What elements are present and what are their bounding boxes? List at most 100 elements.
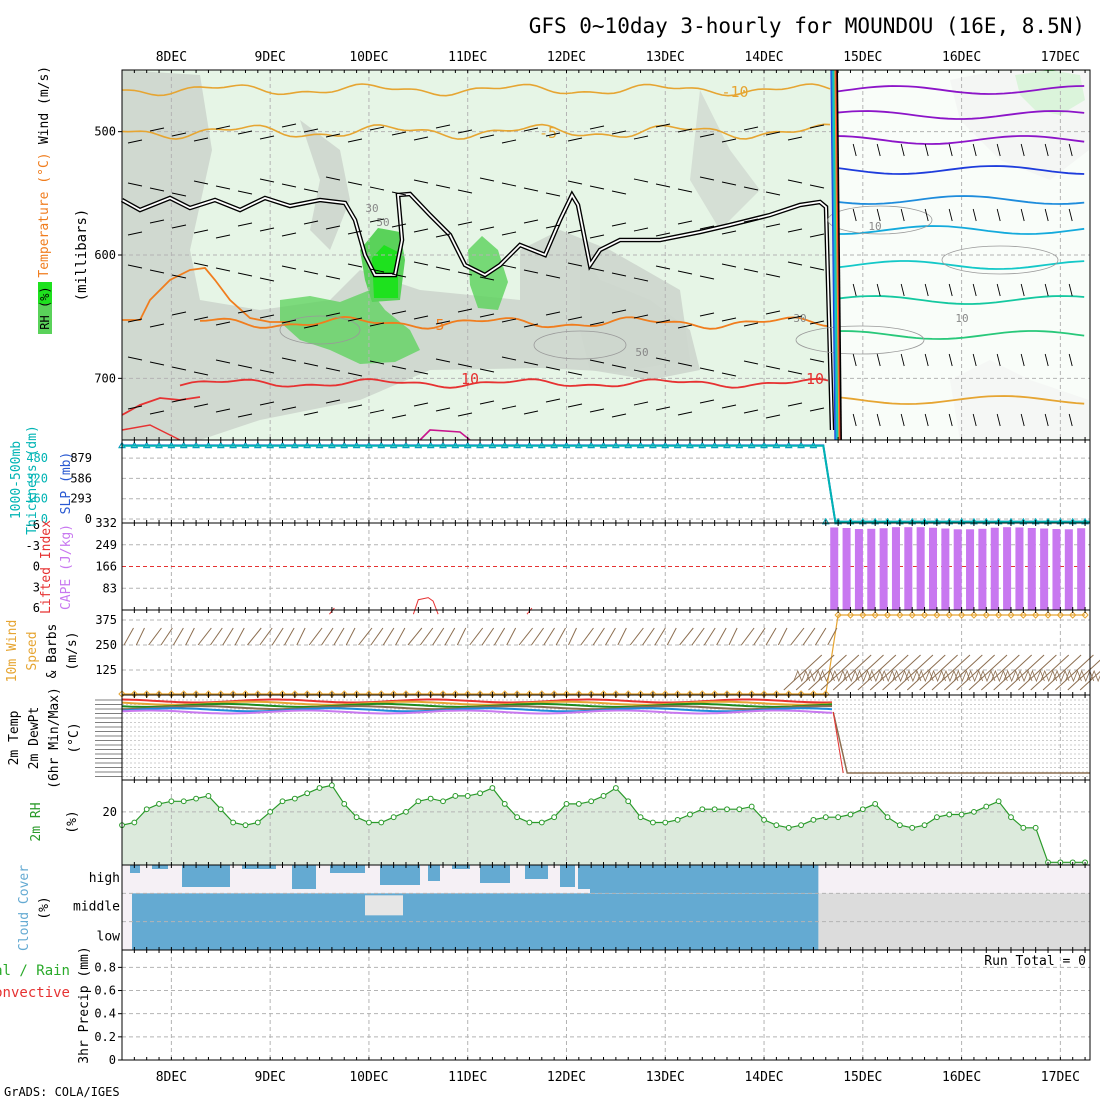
cloud-high-bar (330, 865, 365, 873)
rh2m-point (205, 793, 212, 799)
wind-barb (308, 627, 323, 646)
wind-barb (783, 654, 823, 691)
wind-barb (347, 317, 363, 322)
isotherm-spike (832, 69, 838, 441)
series-marker (229, 441, 237, 449)
cloud-high-bar (152, 865, 168, 869)
cloud-high-bar (578, 865, 590, 889)
precip-panel: 0 0.2 0.4 0.6 0.8 Run Total = 0 (94, 949, 1091, 1067)
rh-bright-area (372, 245, 398, 298)
wind-barb (655, 123, 671, 128)
rh2m-point (477, 790, 483, 797)
series-marker (179, 441, 188, 449)
rh2m-point (971, 808, 977, 815)
wind-barb (765, 414, 781, 419)
wind-barb (531, 627, 544, 646)
wind-barb (948, 143, 953, 157)
wind-barb (655, 406, 671, 411)
series-marker (352, 441, 361, 449)
day-label-bottom: 14DEC (744, 1070, 783, 1085)
wind10m-frame (121, 609, 1091, 696)
wind-barb (303, 324, 319, 329)
wind-barb (876, 143, 881, 157)
rh2m-point (1008, 814, 1014, 821)
wind-barb (545, 366, 561, 371)
wind-barb (753, 627, 766, 646)
wind-barb (699, 275, 715, 280)
wind-barb (391, 273, 407, 278)
temp2m-panel (95, 694, 1091, 781)
lifted-index-label: Lifted Index (39, 520, 54, 614)
contour-label: 30 (365, 202, 378, 215)
precip-tick-label: 0.8 (94, 960, 116, 974)
wind10-label-1: 10m Wind (5, 620, 20, 683)
wind-tick-label: 125 (95, 663, 117, 677)
wind-barb-flags (1065, 669, 1082, 683)
wind-barb (629, 627, 644, 646)
wind-barb (303, 411, 319, 416)
wind-barb (215, 359, 231, 364)
wind-barb (654, 627, 666, 646)
cloud-high-bar (452, 865, 470, 869)
thickness-slp-panel: 0 0 160 293 320 586 480 879 (26, 439, 1091, 526)
wind-barb (193, 262, 209, 267)
rh2m-point (687, 811, 693, 818)
precip-tick-label: 0.4 (94, 1007, 116, 1021)
wind-barb (127, 231, 143, 236)
cape-tick-label: 83 (103, 581, 117, 595)
temp-contour-20 (419, 429, 471, 441)
wind-barb (413, 228, 429, 233)
day-label-bottom: 15DEC (843, 1070, 882, 1085)
rh-contour (941, 245, 1059, 275)
isotherm-right (836, 110, 1085, 120)
precip-tick-label: 0.6 (94, 984, 116, 998)
cape-bar (879, 528, 888, 610)
wind-barb (193, 403, 209, 408)
wind-barb (567, 180, 583, 185)
wind-barb (876, 353, 881, 367)
wind-barb-flags (793, 669, 811, 683)
rh2m-point (242, 822, 249, 829)
wind-barb (172, 627, 184, 646)
wind-speed-marker (920, 611, 929, 619)
wind-barb (948, 353, 953, 367)
wind-barb (193, 371, 209, 376)
li-tick-label: 3 (33, 580, 40, 594)
series-marker (624, 441, 633, 449)
rh2m-point (674, 816, 681, 823)
wind-barb-flags (867, 669, 885, 683)
wind-barb (876, 208, 881, 222)
wind-barb (1068, 353, 1073, 367)
rh2m-point (143, 806, 150, 813)
wind-barb (501, 405, 517, 410)
wind-barb (281, 319, 297, 324)
wind-speed-marker (1019, 611, 1028, 619)
wind-barb (435, 358, 451, 363)
temp2m-label-4: (°C) (67, 722, 82, 753)
wind-barb (567, 316, 583, 321)
li-line (412, 597, 439, 615)
wind-barb (413, 136, 429, 141)
wind-speed-marker (859, 611, 867, 619)
rh2m-point (637, 814, 644, 821)
wind-barb (215, 125, 231, 130)
wind-barb (457, 221, 473, 226)
rh2m-point (304, 790, 311, 797)
wind-tick-label: 250 (95, 638, 117, 652)
wind-speed-marker (994, 611, 1003, 619)
rh2m-point (353, 814, 360, 821)
wind-barb (123, 627, 134, 646)
millibars-label: (millibars) (74, 209, 90, 302)
wind-barb (501, 182, 517, 187)
wind-barb (325, 133, 341, 138)
rh2m-point (168, 798, 175, 805)
day-label-top: 8DEC (156, 50, 187, 65)
isotherm-spike (831, 69, 837, 441)
rh2m-point (773, 822, 780, 829)
wind-barb-flags (1089, 669, 1100, 683)
wind-barb-flags (805, 669, 823, 683)
wind-barb (247, 627, 262, 646)
wind-barb (605, 627, 616, 646)
wind-barb (413, 315, 429, 320)
rh2m-point (748, 803, 755, 810)
